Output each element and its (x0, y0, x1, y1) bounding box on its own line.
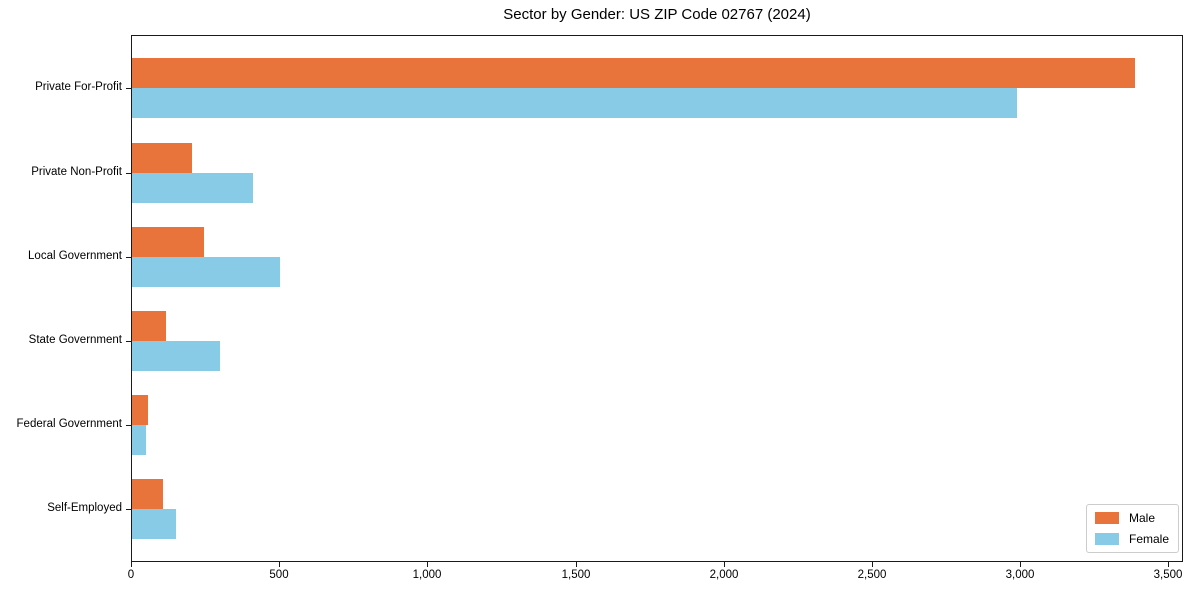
x-tick-3500 (1168, 562, 1169, 567)
x-tick-0 (131, 562, 132, 567)
x-axis-label-3500: 3,500 (1153, 569, 1183, 581)
bar-male-private-non-profit (132, 142, 192, 173)
legend-item-male: Male (1094, 511, 1169, 525)
legend: Male Female (1085, 504, 1179, 553)
x-axis-label-3000: 3,000 (1005, 569, 1035, 581)
legend-label-female: Female (1128, 532, 1169, 546)
x-axis-label-1500: 1,500 (561, 569, 591, 581)
x-axis-label-1000: 1,000 (412, 569, 442, 581)
y-axis-label-state-government: State Government (28, 334, 122, 346)
x-tick-2000 (724, 562, 725, 567)
plot-area (131, 35, 1183, 562)
y-tick-state-government (126, 341, 131, 342)
x-axis-label-0: 0 (127, 569, 135, 581)
bar-male-local-government (132, 226, 204, 257)
bar-female-private-non-profit (132, 172, 253, 203)
legend-label-male: Male (1128, 511, 1155, 525)
x-tick-2500 (872, 562, 873, 567)
x-tick-500 (279, 562, 280, 567)
bar-female-federal-government (132, 425, 146, 456)
y-tick-local-government (126, 257, 131, 258)
bar-male-state-government (132, 310, 166, 341)
x-axis-label-500: 500 (269, 569, 289, 581)
bar-male-self-employed (132, 479, 163, 510)
bar-male-private-for-profit (132, 58, 1135, 89)
y-axis-label-private-for-profit: Private For-Profit (35, 81, 122, 93)
y-tick-self-employed (126, 509, 131, 510)
male-series-swatch (1094, 512, 1119, 524)
chart-title: Sector by Gender: US ZIP Code 02767 (202… (503, 6, 811, 23)
y-tick-federal-government (126, 425, 131, 426)
bar-female-private-for-profit (132, 88, 1017, 119)
y-axis-label-federal-government: Federal Government (16, 418, 122, 430)
bar-female-local-government (132, 256, 280, 287)
x-tick-3000 (1020, 562, 1021, 567)
x-axis-label-2500: 2,500 (857, 569, 887, 581)
y-axis-label-local-government: Local Government (28, 250, 122, 262)
x-tick-1000 (427, 562, 428, 567)
bar-male-federal-government (132, 395, 148, 426)
x-axis-label-2000: 2,000 (709, 569, 739, 581)
y-axis-label-self-employed: Self-Employed (47, 502, 122, 514)
x-tick-1500 (576, 562, 577, 567)
bar-female-state-government (132, 340, 220, 371)
y-tick-private-for-profit (126, 88, 131, 89)
legend-item-female: Female (1094, 532, 1169, 546)
y-axis-label-private-non-profit: Private Non-Profit (31, 166, 122, 178)
female-series-swatch (1094, 533, 1119, 545)
y-tick-private-non-profit (126, 173, 131, 174)
bar-female-self-employed (132, 509, 176, 540)
